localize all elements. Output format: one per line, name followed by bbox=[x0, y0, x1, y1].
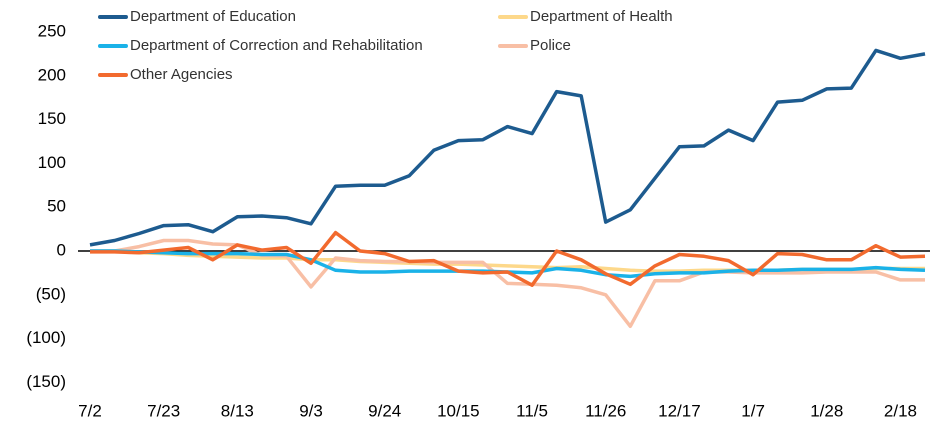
x-tick-label: 12/17 bbox=[658, 401, 701, 420]
x-tick-label: 7/2 bbox=[78, 401, 102, 420]
x-tick-label: 10/15 bbox=[437, 401, 480, 420]
y-tick-label: 150 bbox=[38, 109, 66, 128]
x-tick-label: 1/7 bbox=[741, 401, 765, 420]
x-tick-label: 7/23 bbox=[147, 401, 180, 420]
x-tick-label: 9/3 bbox=[299, 401, 323, 420]
legend-label: Other Agencies bbox=[130, 66, 233, 83]
y-tick-label: (100) bbox=[26, 328, 66, 347]
y-tick-label: 250 bbox=[38, 21, 66, 40]
x-tick-label: 11/26 bbox=[585, 401, 626, 420]
x-tick-label: 11/5 bbox=[516, 401, 548, 420]
y-tick-label: (150) bbox=[26, 372, 66, 391]
y-tick-label: 200 bbox=[38, 65, 66, 84]
series-line bbox=[89, 48, 926, 247]
legend-label: Department of Education bbox=[130, 8, 296, 25]
x-tick-label: 1/28 bbox=[810, 401, 843, 420]
y-tick-label: 0 bbox=[57, 240, 66, 259]
x-tick-label: 8/13 bbox=[221, 401, 254, 420]
series-line bbox=[90, 238, 925, 329]
y-tick-label: 50 bbox=[47, 197, 66, 216]
y-tick-label: 100 bbox=[38, 153, 66, 172]
legend-label: Police bbox=[530, 37, 571, 54]
y-tick-label: (50) bbox=[36, 284, 66, 303]
legend-label: Department of Health bbox=[530, 8, 673, 25]
legend-label: Department of Correction and Rehabilitat… bbox=[130, 37, 423, 54]
x-tick-label: 9/24 bbox=[368, 401, 401, 420]
series-line bbox=[90, 230, 926, 287]
x-tick-label: 2/18 bbox=[884, 401, 917, 420]
